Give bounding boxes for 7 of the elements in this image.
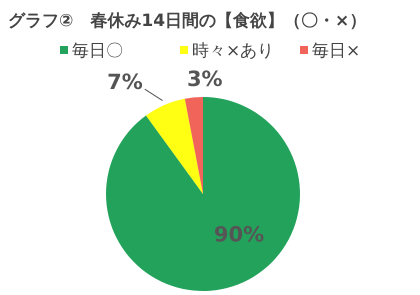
data-label: 3% bbox=[186, 66, 223, 91]
chart-title: グラフ② 春休み14日間の【食欲】（〇・×） bbox=[8, 11, 366, 31]
legend-label: 毎日× bbox=[312, 41, 360, 61]
data-label: 7% bbox=[107, 70, 143, 94]
data-label: 90% bbox=[214, 222, 264, 246]
legend-label: 毎日〇 bbox=[72, 41, 123, 61]
legend-label: 時々×あり bbox=[192, 41, 274, 61]
